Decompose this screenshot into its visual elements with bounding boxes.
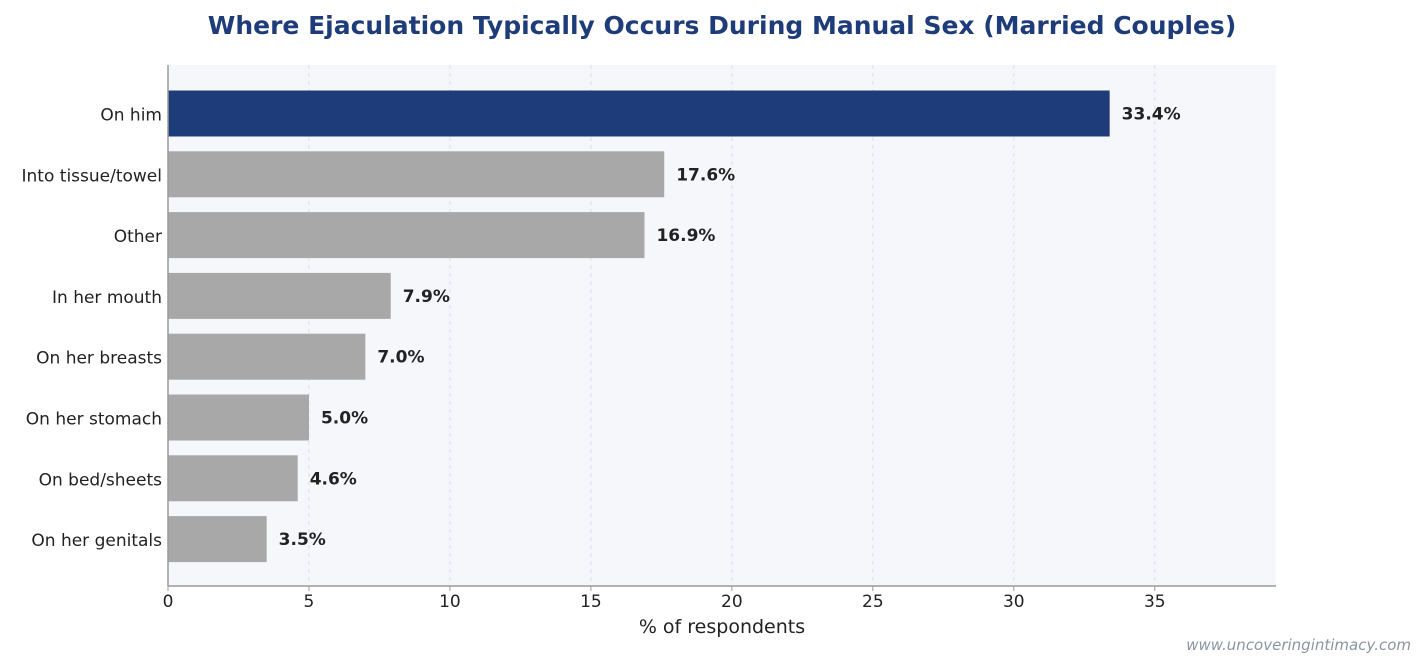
bar <box>168 455 298 502</box>
bar <box>168 272 391 319</box>
x-tick-labels: 0 5 10 15 20 25 30 35 <box>163 586 1166 612</box>
x-tick-label: 20 <box>721 592 743 612</box>
x-tick-label: 25 <box>862 592 884 612</box>
category-label: On him <box>100 106 162 126</box>
category-labels: On him Into tissue/towel Other In her mouth… <box>22 106 163 552</box>
data-label: 33.4% <box>1122 105 1181 125</box>
category-label: On her breasts <box>36 349 162 369</box>
data-label: 16.9% <box>656 226 715 246</box>
bar <box>168 333 366 380</box>
category-label: Other <box>114 227 162 247</box>
x-tick-label: 5 <box>304 592 315 612</box>
x-tick-label: 0 <box>163 592 174 612</box>
category-label: On bed/sheets <box>39 470 163 490</box>
data-label: 7.0% <box>377 348 424 368</box>
category-label: Into tissue/towel <box>22 166 162 186</box>
data-label: 4.6% <box>310 469 357 489</box>
bar <box>168 212 645 259</box>
data-labels: 33.4% 17.6% 16.9% 7.9% 7.0% 5.0% 4.6% 3.5% <box>279 105 1181 551</box>
x-tick-label: 10 <box>439 592 461 612</box>
data-label: 17.6% <box>676 165 735 185</box>
data-label: 5.0% <box>321 409 368 429</box>
plot-area <box>168 65 1276 586</box>
bar <box>168 516 267 563</box>
axes <box>167 65 1276 587</box>
bar <box>168 151 665 198</box>
x-axis-label: % of respondents <box>639 616 805 638</box>
grid-lines <box>308 65 1156 586</box>
chart-title: Where Ejaculation Typically Occurs Durin… <box>208 11 1237 40</box>
x-tick-label: 15 <box>580 592 602 612</box>
bar <box>168 90 1110 137</box>
x-tick-label: 30 <box>1003 592 1025 612</box>
bar <box>168 394 309 441</box>
category-label: On her stomach <box>26 410 162 430</box>
watermark: www.uncoveringintimacy.com <box>1186 636 1411 654</box>
data-label: 3.5% <box>279 530 326 550</box>
data-label: 7.9% <box>403 287 450 307</box>
category-label: On her genitals <box>31 531 162 551</box>
category-label: In her mouth <box>52 288 162 308</box>
x-tick-label: 35 <box>1144 592 1166 612</box>
bars <box>168 90 1110 563</box>
